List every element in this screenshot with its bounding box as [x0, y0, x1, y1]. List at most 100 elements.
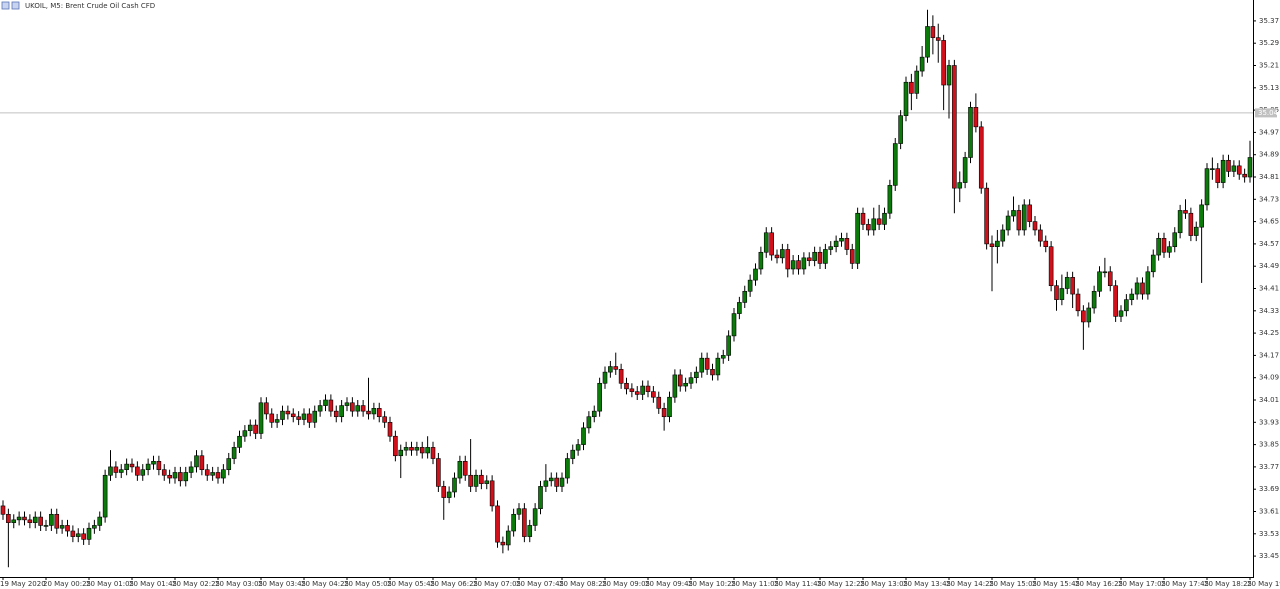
candle-body	[1027, 204, 1032, 222]
candle-body	[376, 408, 382, 418]
candle-body	[167, 474, 172, 479]
candle-body	[1011, 210, 1016, 217]
x-tick-label: 19 May 2020	[0, 580, 46, 588]
candle-body	[608, 366, 613, 373]
x-tick-label: 20 May 09:05	[602, 580, 650, 588]
candle-body	[387, 421, 393, 437]
candle-body	[1167, 246, 1172, 253]
candle-body	[113, 466, 119, 473]
candle-body	[188, 466, 194, 473]
candle-body	[215, 472, 221, 479]
candle-body	[54, 513, 60, 529]
candle-body	[183, 472, 189, 482]
y-tick-label: 33.61	[1259, 507, 1279, 515]
candle-body	[1204, 168, 1210, 206]
candle-body	[425, 447, 430, 454]
y-tick-label: 35.21	[1259, 62, 1279, 70]
candle-body	[22, 516, 27, 521]
candle-body	[737, 302, 742, 314]
candle-body	[199, 455, 205, 470]
candle-body	[156, 461, 162, 470]
x-tick-label: 20 May 05:45	[387, 580, 435, 588]
candle-body	[1091, 290, 1097, 309]
candle-body	[1102, 271, 1108, 274]
candle-body	[178, 472, 183, 482]
candle-body	[479, 474, 484, 484]
y-tick-label: 34.57	[1259, 240, 1279, 248]
candle-body	[1242, 173, 1247, 178]
candle-body	[285, 410, 291, 415]
candle-body	[925, 26, 930, 58]
candle-body	[640, 385, 645, 395]
candle-body	[1231, 165, 1237, 172]
candle-body	[1054, 285, 1059, 300]
x-tick-label: 20 May 17:05	[1118, 580, 1166, 588]
candle-body	[844, 238, 850, 250]
candle-body	[1193, 226, 1199, 236]
candle-body	[473, 474, 479, 487]
candle-body	[909, 81, 914, 94]
last-price-label: 35.04	[1258, 109, 1279, 117]
candle-body	[65, 525, 70, 532]
candle-body	[801, 257, 807, 270]
candle-body	[452, 477, 457, 493]
y-tick-label: 34.01	[1259, 396, 1279, 404]
candle-body	[656, 396, 662, 409]
candle-body	[774, 254, 780, 259]
candle-body	[1107, 271, 1113, 287]
x-tick-label: 20 May 16:25	[1075, 580, 1123, 588]
candle-body	[828, 246, 834, 250]
candle-body	[575, 444, 581, 451]
candle-body	[27, 519, 33, 523]
candle-body	[1075, 293, 1081, 312]
candle-body	[118, 469, 124, 473]
candle-body	[516, 508, 522, 515]
candle-body	[75, 533, 81, 537]
symbol-icon	[1, 1, 20, 10]
candle-body	[1226, 159, 1231, 172]
candle-body	[462, 461, 468, 476]
candle-body	[457, 461, 463, 479]
candle-body	[710, 369, 715, 376]
candle-body	[382, 416, 387, 423]
candle-body	[833, 240, 839, 247]
candle-body	[1220, 159, 1226, 183]
candle-body	[538, 486, 543, 510]
x-tick-label: 20 May 19:05	[1247, 580, 1280, 588]
candle-body	[968, 107, 973, 158]
x-tick-label: 20 May 04:25	[301, 580, 349, 588]
candle-body	[1150, 254, 1156, 273]
candle-body	[823, 249, 828, 264]
candle-body	[414, 447, 420, 451]
candle-body	[597, 382, 602, 412]
candle-body	[102, 474, 108, 518]
candle-body	[145, 463, 151, 470]
x-tick-label: 20 May 09:45	[645, 580, 693, 588]
candle-body	[839, 238, 844, 242]
candle-body	[1247, 157, 1253, 178]
candle-body	[484, 480, 490, 484]
candle-body	[602, 371, 608, 384]
candle-body	[522, 508, 527, 537]
candle-body	[634, 391, 640, 395]
candle-body	[97, 516, 103, 526]
candle-body	[290, 413, 296, 418]
candle-body	[651, 391, 656, 398]
candle-body	[785, 249, 791, 270]
candle-body	[1113, 285, 1118, 317]
candle-body	[489, 480, 495, 507]
y-tick-label: 35.37	[1259, 17, 1279, 25]
candle-body	[505, 530, 511, 546]
candle-body	[1038, 229, 1043, 242]
candle-body	[242, 430, 248, 437]
candle-body	[957, 182, 963, 189]
candle-body	[221, 469, 226, 479]
candle-body	[973, 107, 979, 128]
candle-body	[554, 477, 559, 487]
candle-body	[11, 519, 17, 523]
candle-body	[1172, 232, 1178, 247]
y-tick-label: 34.89	[1259, 151, 1279, 159]
candle-body	[269, 413, 275, 423]
y-tick-label: 35.13	[1259, 84, 1279, 92]
